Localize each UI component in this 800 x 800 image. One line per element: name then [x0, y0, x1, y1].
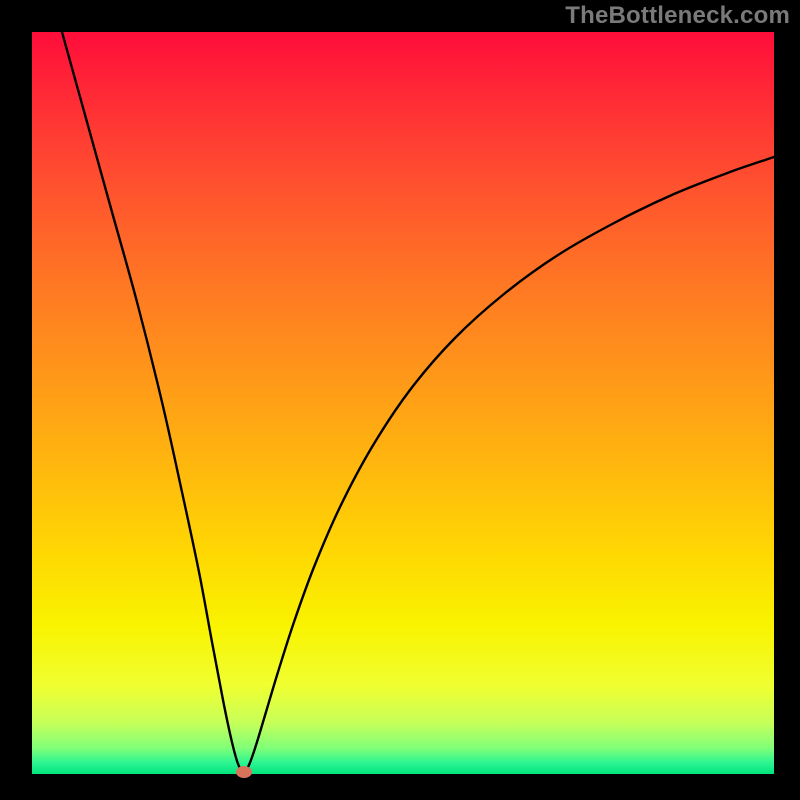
curve-layer — [32, 32, 774, 774]
bottleneck-curve — [62, 32, 774, 772]
chart-root: TheBottleneck.com — [0, 0, 800, 800]
optimum-marker — [236, 766, 252, 778]
watermark-text: TheBottleneck.com — [565, 2, 790, 30]
plot-area — [32, 32, 774, 774]
